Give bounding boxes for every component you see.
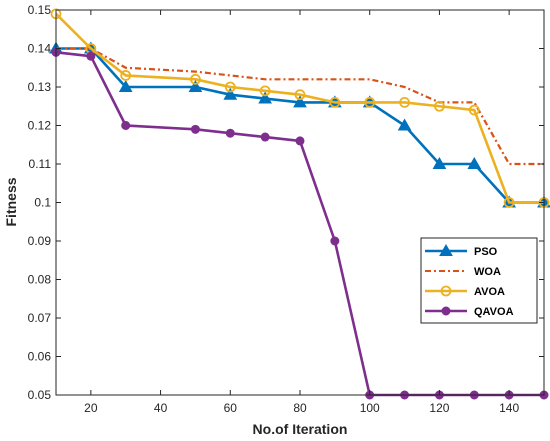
y-tick-label: 0.1 — [34, 196, 51, 210]
x-tick-label: 80 — [293, 401, 307, 415]
y-tick-label: 0.06 — [28, 350, 52, 364]
x-tick-label: 140 — [499, 401, 519, 415]
data-point-qavoa — [190, 124, 200, 134]
x-tick-label: 20 — [84, 401, 98, 415]
ticks-layer: 20 40 60 80 100 120 140 0.05 0.06 0.07 0.08 0.09 0.1… — [28, 3, 544, 415]
y-tick-label: 0.15 — [28, 3, 52, 17]
data-point-avoa — [434, 100, 445, 112]
legend-label-pso: PSO — [474, 246, 498, 258]
data-point-pso — [188, 79, 203, 92]
y-tick-label: 0.12 — [28, 119, 52, 133]
data-point-avoa — [120, 70, 132, 81]
y-tick-label: 0.05 — [28, 388, 52, 402]
series-pso — [49, 41, 550, 208]
legend-marker-pso — [439, 243, 453, 256]
legend-marker-qavoa — [441, 306, 451, 316]
legend: PSO WOA AVOA QAVOA — [420, 237, 538, 324]
data-point-avoa — [259, 85, 271, 97]
x-tick-label: 120 — [429, 401, 449, 415]
series-avoa — [50, 8, 550, 208]
data-point-qavoa — [121, 121, 131, 130]
legend-entry-woa: WOA — [425, 266, 501, 278]
legend-label-avoa: AVOA — [474, 286, 505, 298]
data-point-avoa — [399, 97, 410, 108]
y-tick-label: 0.08 — [28, 273, 52, 287]
y-tick-label: 0.14 — [28, 42, 52, 56]
x-axis-title: No.of Iteration — [253, 421, 348, 437]
data-point-pso — [293, 95, 307, 108]
y-tick-label: 0.09 — [28, 234, 52, 248]
y-tick-label: 0.07 — [28, 311, 52, 325]
data-point-avoa — [190, 73, 201, 85]
data-point-pso — [118, 79, 133, 92]
data-point-qavoa — [225, 128, 235, 138]
legend-entries: PSO WOA AVOA QAVOA — [425, 243, 514, 318]
legend-entry-pso: PSO — [425, 243, 498, 258]
series-line-avoa — [55, 12, 544, 204]
data-point-pso — [223, 87, 238, 100]
data-point-pso — [258, 91, 273, 104]
data-point-pso — [397, 118, 412, 131]
x-tick-label: 60 — [224, 401, 238, 415]
data-point-qavoa — [295, 136, 305, 146]
data-point-avoa — [503, 197, 515, 208]
x-tick-label: 100 — [360, 401, 380, 415]
legend-entry-avoa: AVOA — [425, 285, 505, 298]
series-line-pso — [56, 47, 544, 204]
data-point-pso — [467, 156, 482, 169]
data-point-qavoa — [260, 132, 270, 142]
legend-label-qavoa: QAVOA — [474, 306, 514, 318]
y-axis-title: Fitness — [3, 177, 19, 226]
data-point-avoa — [468, 104, 480, 116]
y-tick-label: 0.11 — [29, 157, 52, 171]
data-point-avoa — [294, 89, 306, 101]
data-point-avoa — [224, 81, 236, 93]
data-point-pso — [432, 156, 447, 169]
series-woa — [56, 47, 544, 166]
data-point-avoa — [364, 97, 376, 108]
series-line-woa — [56, 47, 544, 166]
legend-marker-avoa — [440, 285, 452, 297]
legend-entry-qavoa: QAVOA — [425, 306, 514, 318]
data-point-avoa — [329, 97, 341, 108]
legend-label-woa: WOA — [474, 266, 501, 278]
y-tick-label: 0.13 — [28, 80, 52, 94]
data-point-qavoa — [330, 236, 340, 246]
data-point-qavoa — [86, 51, 96, 61]
x-tick-label: 40 — [154, 401, 168, 415]
